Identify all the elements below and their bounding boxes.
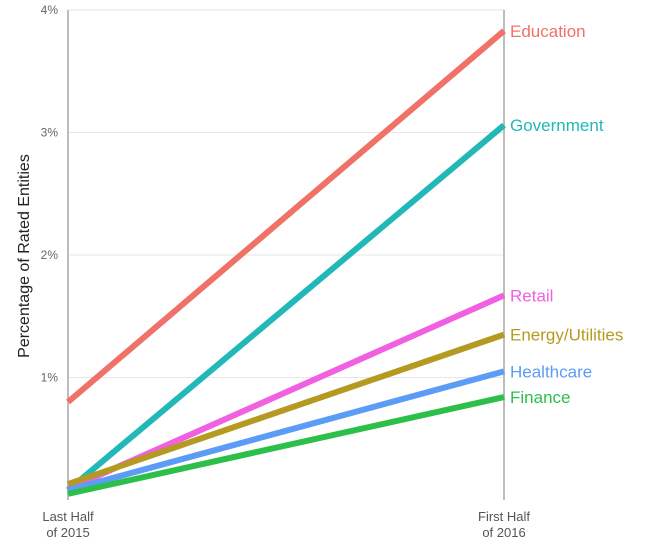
y-axis-label: Percentage of Rated Entities (16, 154, 33, 358)
series-line-energy-utilities (67, 331, 505, 487)
y-tick-labels: 1% 2% 3% 4% (41, 3, 59, 385)
series-line-finance (67, 394, 505, 497)
series-label-retail: Retail (510, 286, 553, 305)
series-labels: Education Government Retail Energy/Utilitie… (510, 22, 623, 407)
series-label-healthcare: Healthcare (510, 362, 592, 381)
series-label-finance: Finance (510, 388, 570, 407)
y-tick-label: 1% (41, 371, 59, 385)
x-tick-label: First Half of 2016 (478, 509, 530, 540)
y-tick-label: 3% (41, 126, 59, 140)
x-tick-label: Last Half of 2015 (42, 509, 94, 540)
y-tick-label: 2% (41, 248, 59, 262)
x-tick-labels: Last Half of 2015 First Half of 2016 (42, 509, 530, 540)
series-line-healthcare (67, 368, 505, 494)
series-lines (66, 28, 506, 497)
series-line-education (66, 28, 506, 405)
gridlines (68, 9, 504, 378)
axes (67, 10, 505, 500)
series-label-education: Education (510, 22, 586, 41)
series-label-government: Government (510, 116, 604, 135)
series-label-energy-utilities: Energy/Utilities (510, 326, 623, 345)
y-tick-label: 4% (41, 3, 59, 17)
series-line-government (66, 122, 506, 493)
